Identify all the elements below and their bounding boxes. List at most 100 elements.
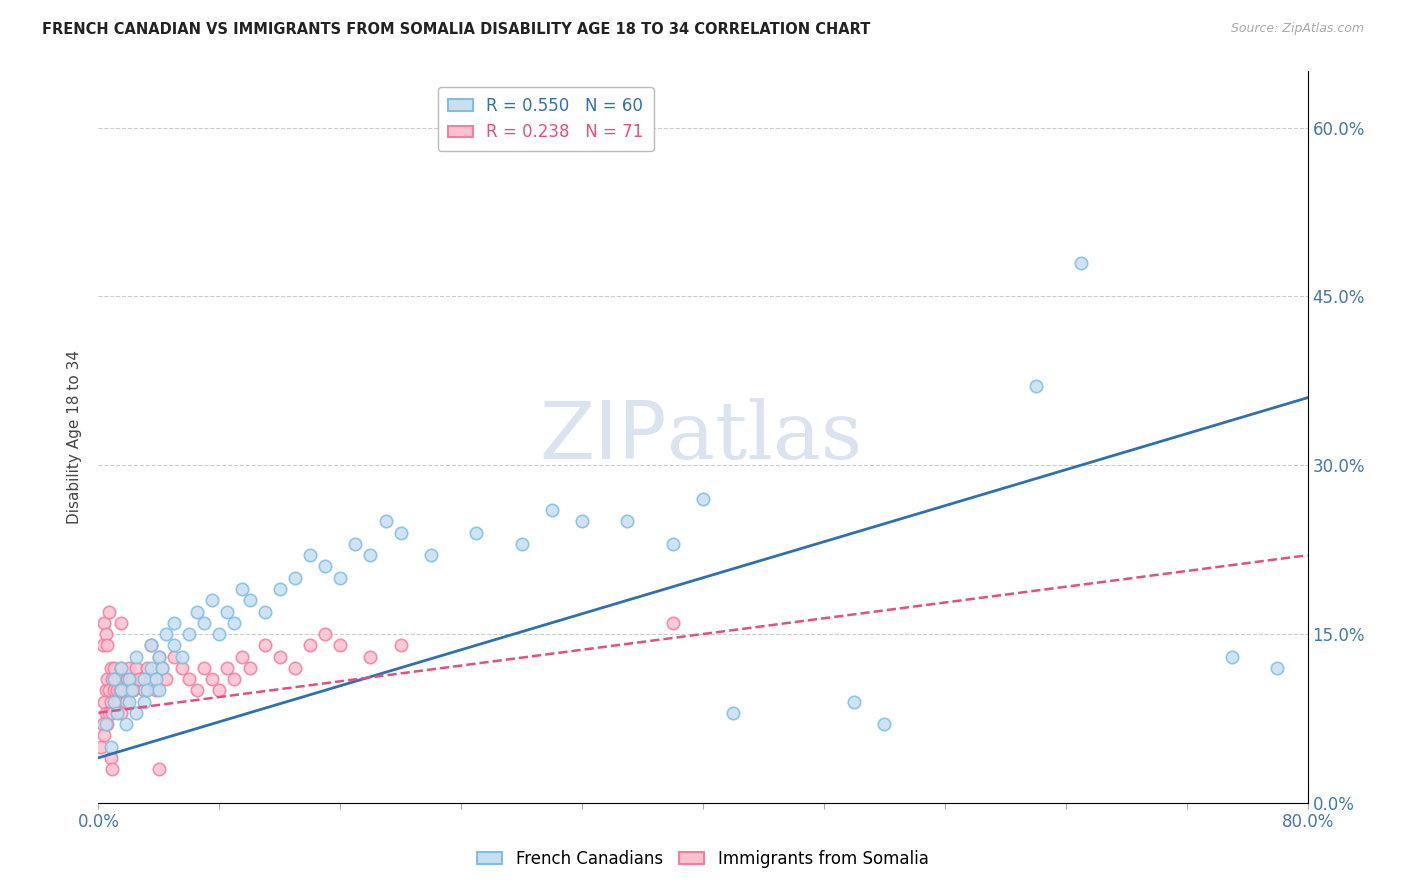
Point: [661, 537, 683, 551]
Point: [314, 559, 336, 574]
Point: [155, 627, 177, 641]
Point: [98, 605, 121, 619]
Point: [94, 627, 117, 641]
Point: [170, 661, 193, 675]
Point: [360, 548, 382, 562]
Point: [96, 638, 118, 652]
Point: [661, 615, 683, 630]
Point: [121, 683, 143, 698]
Point: [224, 615, 246, 630]
Point: [93, 694, 115, 708]
Point: [104, 672, 127, 686]
Point: [1267, 661, 1289, 675]
Point: [118, 694, 141, 708]
Point: [148, 683, 170, 698]
Point: [148, 762, 170, 776]
Point: [374, 515, 396, 529]
Point: [107, 694, 129, 708]
Point: [269, 649, 291, 664]
Point: [115, 672, 138, 686]
Point: [122, 683, 145, 698]
Point: [108, 683, 131, 698]
Point: [100, 751, 122, 765]
Point: [135, 683, 157, 698]
Point: [179, 672, 201, 686]
Point: [215, 605, 238, 619]
Point: [105, 706, 128, 720]
Point: [389, 638, 412, 652]
Point: [269, 582, 291, 596]
Point: [101, 706, 124, 720]
Point: [616, 515, 638, 529]
Point: [224, 672, 246, 686]
Point: [148, 649, 170, 664]
Point: [103, 661, 125, 675]
Point: [107, 672, 129, 686]
Point: [91, 717, 114, 731]
Point: [132, 683, 155, 698]
Point: [103, 672, 125, 686]
Point: [1024, 379, 1046, 393]
Point: [299, 638, 322, 652]
Point: [101, 672, 124, 686]
Point: [420, 548, 443, 562]
Point: [96, 672, 118, 686]
Point: [110, 683, 132, 698]
Point: [193, 615, 215, 630]
Point: [118, 672, 141, 686]
Point: [299, 548, 322, 562]
Point: [148, 649, 170, 664]
Point: [110, 661, 132, 675]
Point: [231, 649, 253, 664]
Point: [314, 627, 336, 641]
Point: [540, 503, 562, 517]
Point: [344, 537, 367, 551]
Point: [100, 739, 122, 754]
Point: [145, 683, 167, 698]
Point: [93, 615, 115, 630]
Point: [844, 694, 866, 708]
Point: [104, 694, 127, 708]
Point: [155, 672, 177, 686]
Point: [239, 661, 262, 675]
Point: [389, 525, 412, 540]
Point: [110, 706, 132, 720]
Point: [94, 683, 117, 698]
Point: [186, 605, 208, 619]
Point: [114, 717, 136, 731]
Y-axis label: Disability Age 18 to 34: Disability Age 18 to 34: [67, 350, 83, 524]
Point: [93, 728, 115, 742]
Point: [208, 683, 231, 698]
Point: [100, 694, 122, 708]
Text: atlas: atlas: [666, 398, 862, 476]
Point: [510, 537, 533, 551]
Point: [186, 683, 208, 698]
Point: [239, 593, 262, 607]
Point: [201, 672, 224, 686]
Point: [150, 661, 173, 675]
Point: [360, 649, 382, 664]
Point: [94, 706, 117, 720]
Point: [118, 661, 141, 675]
Point: [253, 605, 276, 619]
Point: [125, 661, 148, 675]
Text: Source: ZipAtlas.com: Source: ZipAtlas.com: [1230, 22, 1364, 36]
Point: [105, 683, 128, 698]
Point: [1220, 649, 1243, 664]
Point: [1070, 255, 1092, 269]
Text: FRENCH CANADIAN VS IMMIGRANTS FROM SOMALIA DISABILITY AGE 18 TO 34 CORRELATION C: FRENCH CANADIAN VS IMMIGRANTS FROM SOMAL…: [42, 22, 870, 37]
Point: [110, 661, 132, 675]
Point: [329, 638, 352, 652]
Point: [193, 661, 215, 675]
Point: [112, 683, 135, 698]
Point: [114, 694, 136, 708]
Point: [284, 661, 307, 675]
Legend: French Canadians, Immigrants from Somalia: French Canadians, Immigrants from Somali…: [471, 844, 935, 875]
Point: [571, 515, 593, 529]
Point: [163, 615, 186, 630]
Point: [145, 672, 167, 686]
Point: [100, 661, 122, 675]
Point: [103, 683, 125, 698]
Point: [141, 638, 163, 652]
Point: [132, 694, 155, 708]
